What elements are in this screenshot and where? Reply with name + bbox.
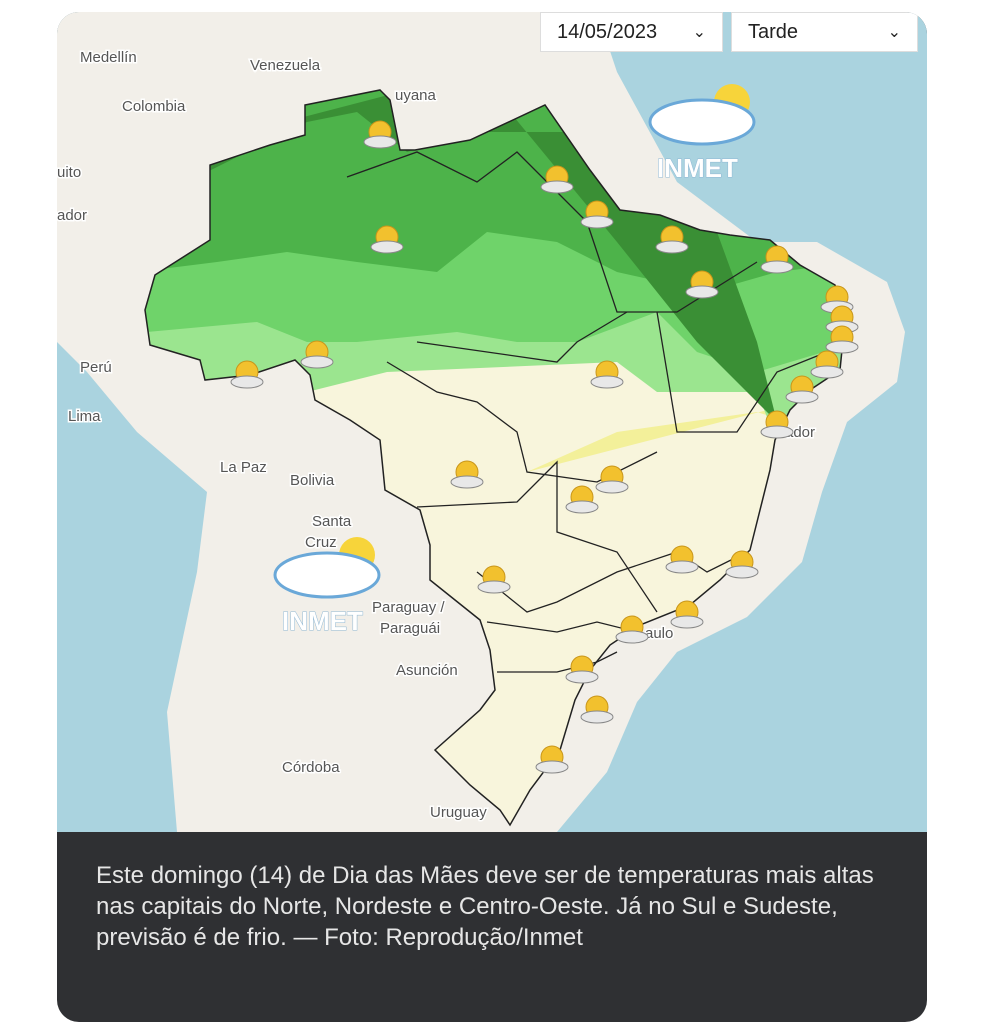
weather-icon bbox=[785, 375, 819, 404]
place-label: ador bbox=[785, 424, 815, 441]
cloud bbox=[580, 710, 614, 724]
cloud bbox=[760, 260, 794, 274]
place-label: Lima bbox=[68, 408, 101, 425]
weather-icon bbox=[655, 225, 689, 254]
chevron: ⌄ bbox=[887, 24, 901, 41]
weather-icon bbox=[760, 245, 794, 274]
weather-icon bbox=[565, 485, 599, 514]
cloud bbox=[648, 98, 756, 146]
logo-text: INMET bbox=[282, 606, 363, 636]
weather-icon bbox=[370, 225, 404, 254]
place-label: Paraguái bbox=[380, 620, 440, 637]
weather-icon bbox=[477, 565, 511, 594]
cloud bbox=[580, 215, 614, 229]
weather-icon bbox=[565, 655, 599, 684]
weather-icon bbox=[450, 460, 484, 489]
place-label: Cruz bbox=[305, 534, 337, 551]
cloud bbox=[590, 375, 624, 389]
place-label: Colombia bbox=[122, 98, 186, 115]
place-label: Santa bbox=[312, 513, 352, 530]
weather-icon bbox=[595, 465, 629, 494]
date-value: 14/05/2023 bbox=[557, 20, 658, 43]
cloud bbox=[685, 285, 719, 299]
cloud bbox=[825, 340, 859, 354]
cloud bbox=[810, 365, 844, 379]
place-label: Bolivia bbox=[290, 472, 335, 489]
cloud bbox=[615, 630, 649, 644]
cloud bbox=[785, 390, 819, 404]
cloud bbox=[535, 760, 569, 774]
cloud bbox=[655, 240, 689, 254]
place-label: Perú bbox=[80, 359, 112, 376]
weather-icon bbox=[825, 325, 859, 354]
cloud bbox=[670, 615, 704, 629]
place-label: uyana bbox=[395, 87, 437, 104]
place-label: Medellín bbox=[80, 49, 137, 66]
period-dropdown[interactable]: Tarde ⌄ bbox=[731, 12, 918, 52]
place-label: Venezuela bbox=[250, 57, 321, 74]
logo-text: INMET bbox=[657, 153, 738, 183]
cloud bbox=[300, 355, 334, 369]
weather-icon bbox=[725, 550, 759, 579]
cloud bbox=[565, 500, 599, 514]
weather-icon bbox=[535, 745, 569, 774]
weather-icon bbox=[685, 270, 719, 299]
weather-icon bbox=[670, 600, 704, 629]
weather-icon bbox=[810, 350, 844, 379]
cloud bbox=[540, 180, 574, 194]
weather-icon bbox=[300, 340, 334, 369]
map: Medellín Venezuela Colombia uyana uito ador Pe… bbox=[57, 12, 927, 832]
inmet-logo: INMET bbox=[648, 84, 756, 184]
inmet-logo: INMET bbox=[273, 537, 381, 637]
weather-icon bbox=[760, 410, 794, 439]
place-label: Córdoba bbox=[282, 759, 340, 776]
cloud bbox=[450, 475, 484, 489]
cloud bbox=[370, 240, 404, 254]
period-value: Tarde bbox=[748, 20, 799, 43]
date-dropdown[interactable]: 14/05/2023 ⌄ bbox=[540, 12, 723, 52]
cloud bbox=[665, 560, 699, 574]
cloud bbox=[725, 565, 759, 579]
weather-icon bbox=[615, 615, 649, 644]
place-label: ador bbox=[57, 207, 87, 224]
place-label: Asunción bbox=[396, 662, 458, 679]
caption: Este domingo (14) de Dia das Mães deve s… bbox=[96, 862, 874, 951]
cloud bbox=[477, 580, 511, 594]
weather-icon bbox=[363, 120, 397, 149]
chevron: ⌄ bbox=[692, 24, 706, 41]
cloud bbox=[595, 480, 629, 494]
place-label: Paraguay / bbox=[372, 599, 445, 616]
weather-icon bbox=[230, 360, 264, 389]
cloud bbox=[230, 375, 264, 389]
cloud bbox=[363, 135, 397, 149]
place-label: aulo bbox=[645, 625, 673, 642]
cloud bbox=[760, 425, 794, 439]
place-label: La Paz bbox=[220, 459, 267, 476]
weather-icon bbox=[590, 360, 624, 389]
weather-icon bbox=[665, 545, 699, 574]
card: Medellín Venezuela Colombia uyana uito ador Pe… bbox=[57, 12, 927, 1022]
cloud bbox=[273, 551, 381, 599]
weather-icon bbox=[580, 200, 614, 229]
weather-icon bbox=[540, 165, 574, 194]
weather-icon bbox=[580, 695, 614, 724]
place-label: Uruguay bbox=[430, 804, 487, 821]
cloud bbox=[565, 670, 599, 684]
place-label: uito bbox=[57, 164, 81, 181]
